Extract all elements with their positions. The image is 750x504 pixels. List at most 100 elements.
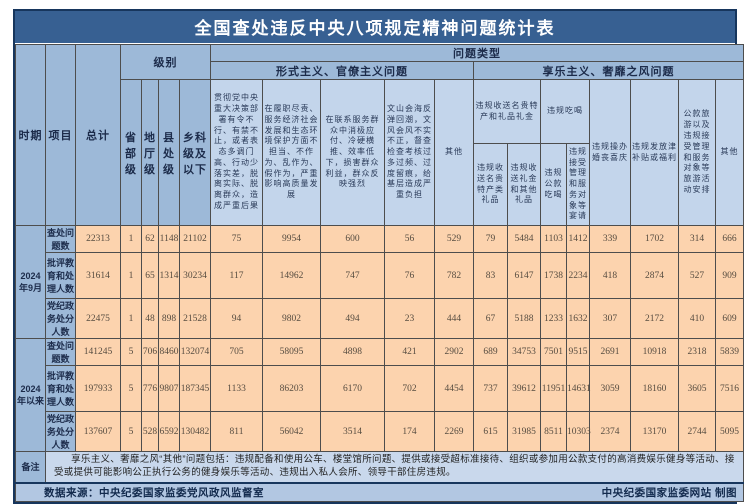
col-header-formalism-other: 其他 [434, 79, 474, 226]
data-cell: 6592 [158, 411, 180, 452]
row-label-problems-found: 查处问题数 [45, 338, 76, 366]
col-header-formalism-3: 在联系服务群众中消极应付、冷硬横推、效率低下，损害群众利益，群众反映强烈 [320, 79, 385, 226]
data-cell: 39612 [507, 365, 541, 412]
data-cell: 23 [384, 298, 435, 339]
data-cell: 421 [384, 338, 435, 366]
col-header-formalism-1: 贯彻党中央重大决策部署有令不行、有禁不止，或者表态多调门高、行动少落实差，脱离实… [210, 79, 263, 226]
data-cell: 5 [120, 411, 142, 452]
data-cell: 1702 [630, 225, 679, 253]
col-header-formalism-2: 在履职尽责、服务经济社会发展和生态环境保护方面不担当、不作为、乱作为、假作为，严… [262, 79, 321, 226]
data-cell: 307 [589, 298, 631, 339]
data-cell: 776 [141, 365, 159, 412]
data-cell: 10303 [566, 411, 591, 452]
data-cell: 75 [210, 225, 263, 253]
col-header-hedonism-other: 其他 [714, 79, 745, 226]
col-group-dining: 违规吃喝 [540, 79, 590, 144]
data-cell: 1738 [540, 252, 567, 299]
row-label-criticized-educated: 批评教育和处理人数 [45, 252, 76, 299]
period-label-since-2024: 2024年以来 [15, 338, 46, 452]
col-header-level-prefecture: 地厅级 [141, 79, 159, 226]
data-cell: 898 [158, 298, 180, 339]
data-cell: 14631 [566, 365, 591, 412]
data-cell: 2172 [630, 298, 679, 339]
data-cell: 18160 [630, 365, 679, 412]
data-cell: 14962 [262, 252, 321, 299]
statistics-table-frame: 全国查处违反中央八项规定精神问题统计表 时期 项目 总计 级别 问题类型 形式主… [13, 9, 745, 504]
data-cell: 48 [141, 298, 159, 339]
data-cell: 1 [120, 225, 142, 253]
data-cell: 56042 [262, 411, 321, 452]
row-label-problems-found: 查处问题数 [45, 225, 76, 253]
data-cell: 34753 [507, 338, 541, 366]
data-cell: 6170 [320, 365, 385, 412]
col-group-formalism: 形式主义、官僚主义问题 [210, 61, 474, 80]
data-cell: 706 [141, 338, 159, 366]
data-cell: 76 [384, 252, 435, 299]
data-cell: 666 [714, 225, 745, 253]
data-cell: 689 [473, 338, 508, 366]
data-cell: 30234 [179, 252, 211, 299]
col-header-period: 时期 [15, 44, 46, 226]
data-cell: 1148 [158, 225, 180, 253]
data-cell: 137607 [75, 411, 121, 452]
table-title: 全国查处违反中央八项规定精神问题统计表 [15, 11, 735, 44]
data-cell: 2318 [678, 338, 716, 366]
data-cell: 5095 [714, 411, 745, 452]
data-cell: 2691 [589, 338, 631, 366]
data-cell: 5 [120, 365, 142, 412]
data-cell: 410 [678, 298, 716, 339]
data-cell: 1632 [566, 298, 590, 339]
col-header-dining-banquets: 违规接受管理和服务对象等宴请 [566, 143, 590, 226]
col-group-gifts: 违规收送名贵特产和礼品礼金 [473, 79, 541, 144]
data-cell: 83 [473, 252, 508, 299]
data-source-text: 数据来源：中央纪委国家监委党风政风监督室 [44, 486, 264, 499]
data-cell: 5484 [507, 225, 541, 253]
remark-text: 享乐主义、奢靡之风“其他”问题包括：违规配备和使用公车、楼堂馆所问题、提供或接受… [44, 450, 745, 484]
col-header-formalism-4: 文山会海反弹回潮，文风会风不实不正，督查检查考核过多过频、过度留痕，给基层造成严… [384, 79, 435, 226]
data-cell: 600 [320, 225, 385, 253]
remark-label: 备注 [15, 450, 46, 484]
data-cell: 9515 [566, 338, 590, 366]
data-cell: 7516 [714, 365, 745, 412]
data-cell: 339 [589, 225, 631, 253]
col-header-gifts-specialty: 违规收送名贵特产类礼品 [473, 143, 508, 226]
col-header-weddings-funerals: 违规操办婚丧喜庆 [589, 79, 631, 226]
data-cell: 21528 [179, 298, 211, 339]
credit-text: 中央纪委国家监委网站 制图 [601, 486, 738, 499]
data-cell: 31614 [75, 252, 121, 299]
data-cell: 117 [210, 252, 263, 299]
data-cell: 65 [141, 252, 159, 299]
period-label-sep-2024: 2024年9月 [15, 225, 46, 339]
data-cell: 130482 [179, 411, 211, 452]
col-header-level-township: 乡科级及以下 [179, 79, 211, 226]
data-cell: 1103 [540, 225, 567, 253]
data-cell: 1133 [210, 365, 263, 412]
col-header-total: 总计 [75, 44, 121, 226]
col-group-level: 级别 [120, 44, 211, 80]
data-cell: 444 [434, 298, 474, 339]
data-cell: 737 [473, 365, 508, 412]
data-cell: 2269 [434, 411, 474, 452]
data-cell: 5839 [714, 338, 745, 366]
footer-bar: 数据来源：中央纪委国家监委党风政风监督室 中央纪委国家监委网站 制图 [14, 481, 745, 502]
data-cell: 5188 [507, 298, 541, 339]
data-cell: 1 [120, 298, 142, 339]
data-cell: 3605 [678, 365, 716, 412]
data-cell: 6147 [507, 252, 541, 299]
data-cell: 62 [141, 225, 159, 253]
col-header-level-county: 县处级 [158, 79, 180, 226]
data-cell: 2234 [566, 252, 590, 299]
data-cell: 9807 [158, 365, 180, 412]
data-cell: 58095 [262, 338, 321, 366]
data-cell: 1314 [158, 252, 180, 299]
data-cell: 187345 [179, 365, 211, 412]
data-cell: 609 [714, 298, 745, 339]
data-cell: 418 [589, 252, 631, 299]
data-cell: 1412 [566, 225, 590, 253]
data-cell: 10918 [630, 338, 679, 366]
data-cell: 31985 [507, 411, 541, 452]
data-cell: 2374 [589, 411, 631, 452]
data-cell: 79 [473, 225, 508, 253]
col-header-level-province: 省部级 [120, 79, 142, 226]
col-header-allowances: 违规发放津补贴或福利 [630, 79, 679, 226]
